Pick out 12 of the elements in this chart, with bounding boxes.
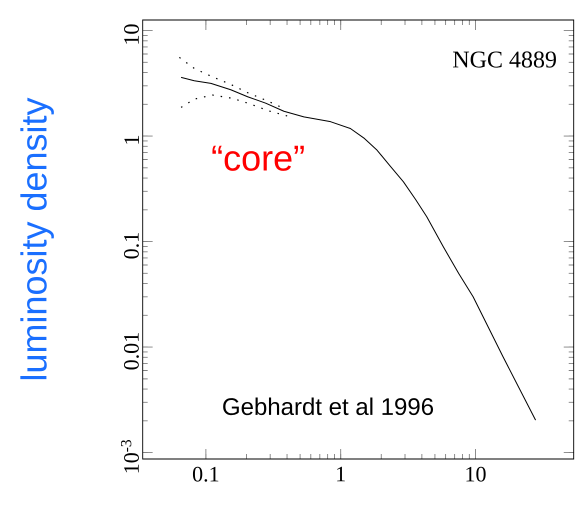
annotation: “core”	[212, 146, 304, 171]
y-axis-title: luminosity density	[20, 98, 54, 380]
y-tick-label: 0.1	[124, 233, 139, 259]
annotation: NGC 4889	[453, 51, 556, 68]
annotation: Gebhardt et al 1996	[223, 398, 434, 416]
y-tick-label: 1	[124, 136, 139, 144]
x-tick-label: 10	[466, 466, 486, 482]
y-tick-label: 10	[124, 24, 139, 44]
x-tick-label: 0.1	[192, 466, 218, 482]
x-tick-label: 1	[337, 466, 345, 482]
y-tick-label: 10$^{-3}$	[120, 440, 139, 472]
y-tick-label: 0.01	[124, 333, 139, 370]
